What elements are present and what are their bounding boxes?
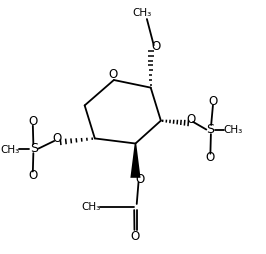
Text: O: O	[52, 132, 61, 145]
Text: O: O	[187, 113, 196, 126]
Text: O: O	[28, 115, 37, 129]
Text: O: O	[28, 169, 37, 182]
Text: O: O	[208, 95, 218, 108]
Text: O: O	[108, 68, 117, 81]
Polygon shape	[130, 144, 140, 178]
Text: O: O	[206, 151, 215, 164]
Text: CH₃: CH₃	[81, 202, 101, 212]
Text: O: O	[152, 40, 161, 54]
Text: S: S	[206, 123, 214, 136]
Text: CH₃: CH₃	[132, 8, 151, 18]
Text: S: S	[30, 142, 38, 155]
Text: CH₃: CH₃	[224, 124, 243, 135]
Text: O: O	[135, 172, 145, 186]
Text: CH₃: CH₃	[0, 145, 19, 155]
Text: O: O	[131, 230, 140, 243]
